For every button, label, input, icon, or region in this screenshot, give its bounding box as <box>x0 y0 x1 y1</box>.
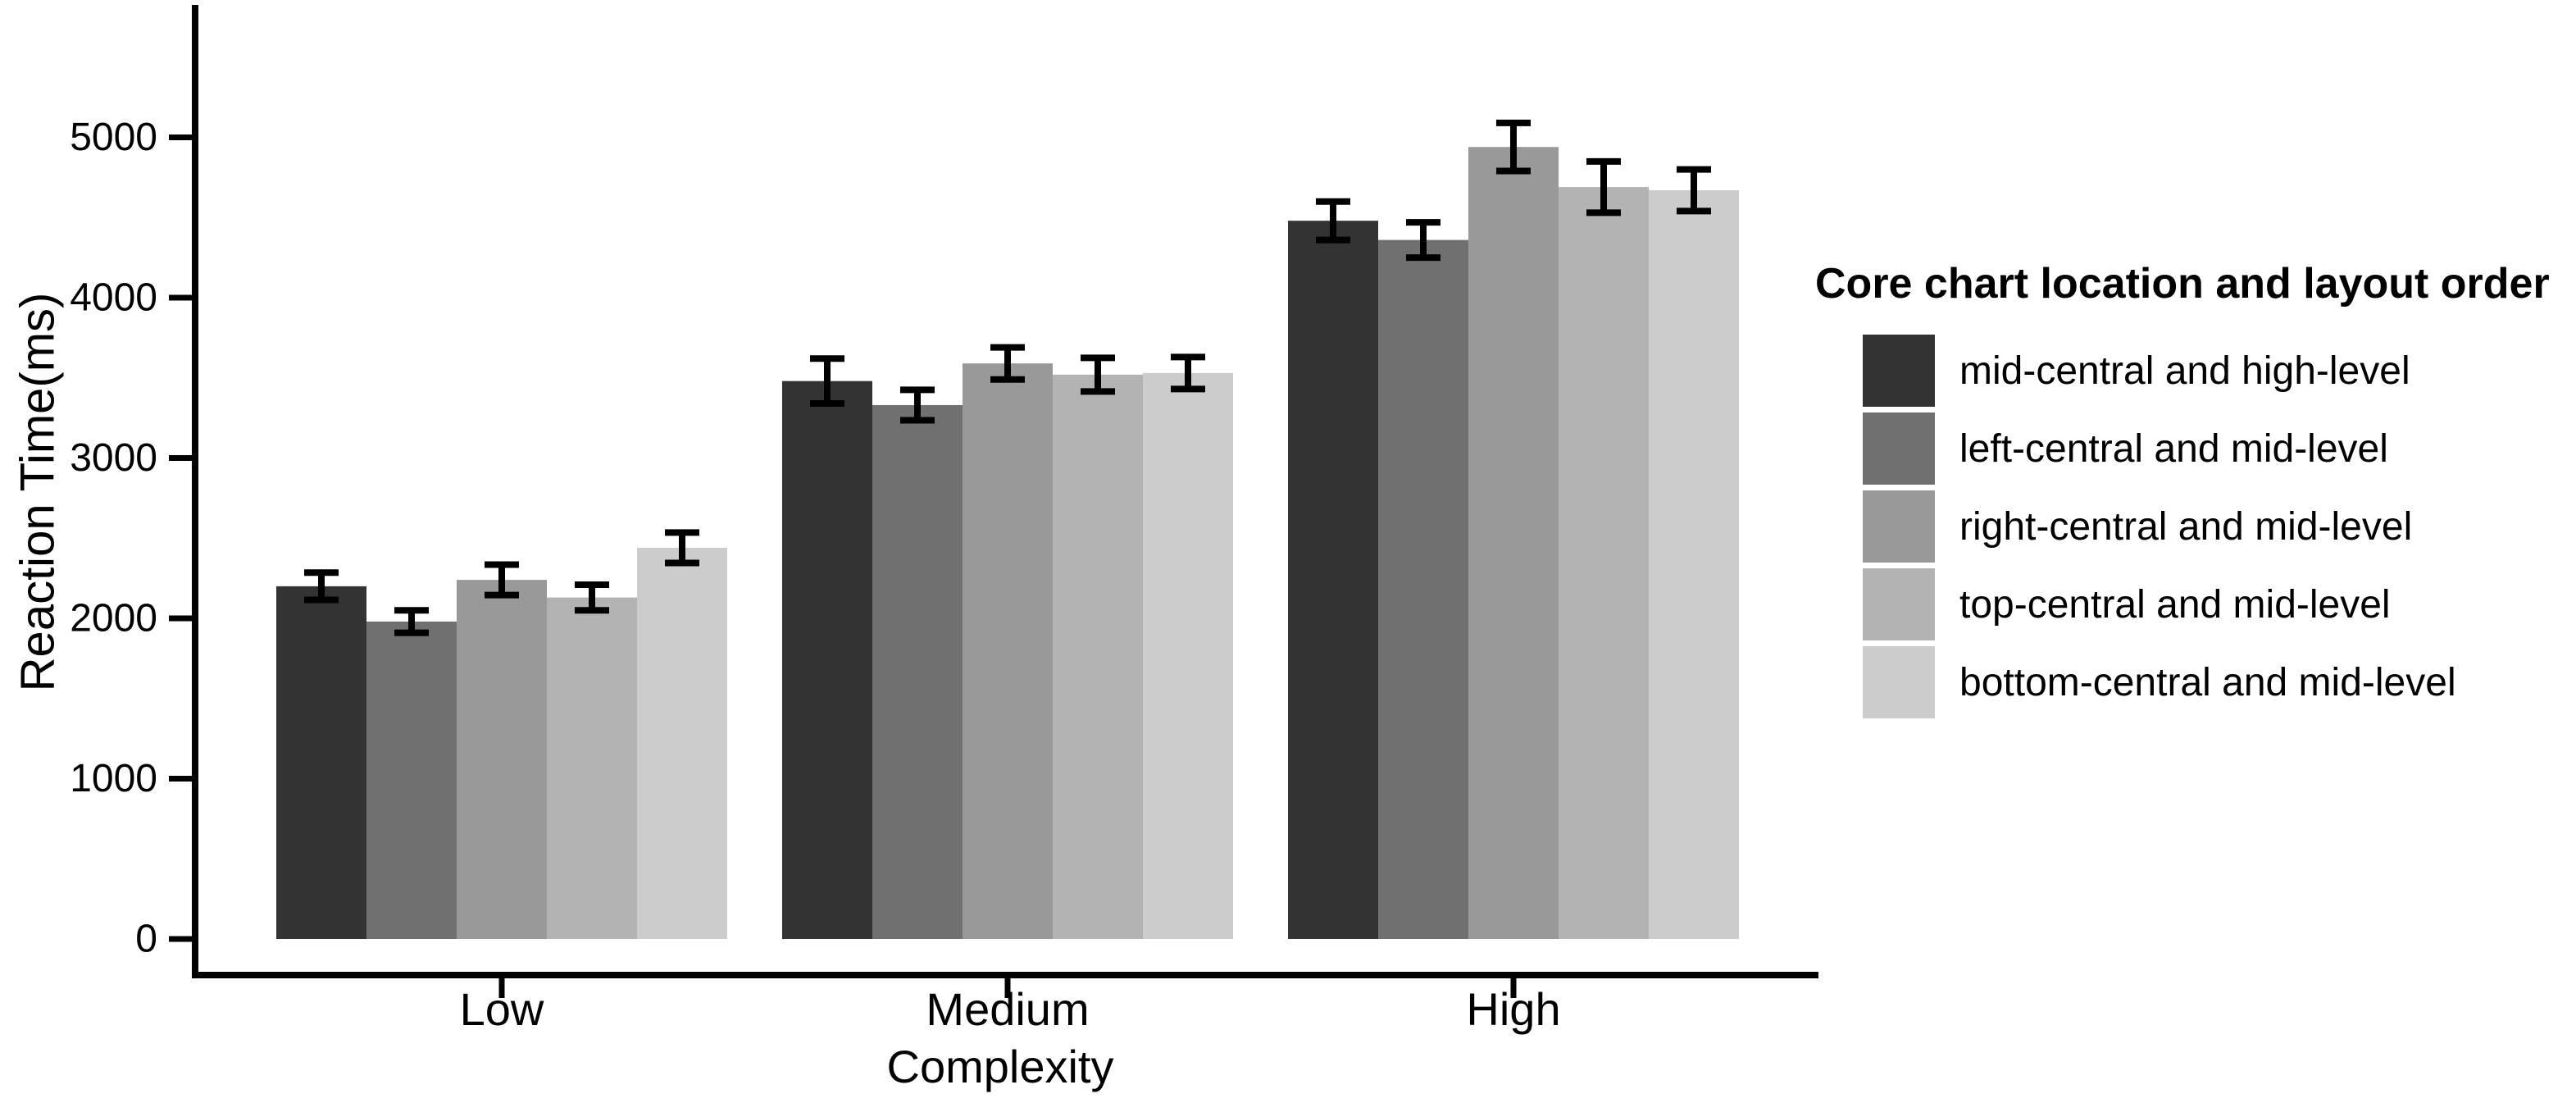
legend-item: left-central and mid-level <box>1863 412 2576 485</box>
y-tick-label: 0 <box>135 918 157 961</box>
bar-low-series-5 <box>637 547 727 939</box>
x-tick-label-medium: Medium <box>926 983 1090 1035</box>
legend: Core chart location and layout order mid… <box>1815 259 2576 724</box>
y-tick-label: 4000 <box>70 276 157 320</box>
y-tick-label: 2000 <box>70 597 157 640</box>
x-tick-label-low: Low <box>459 983 544 1035</box>
bar-medium-series-3 <box>963 363 1053 939</box>
legend-title: Core chart location and layout order <box>1815 260 2550 308</box>
bar-high-series-5 <box>1649 190 1739 939</box>
legend-label: mid-central and high-level <box>1959 349 2410 393</box>
legend-item: mid-central and high-level <box>1863 335 2576 407</box>
legend-swatch-left-central <box>1863 412 1935 485</box>
bar-low-series-3 <box>457 580 547 939</box>
legend-swatch-mid-central <box>1863 335 1935 407</box>
y-tick-label: 5000 <box>70 116 157 159</box>
legend-label: right-central and mid-level <box>1959 504 2413 549</box>
legend-item: bottom-central and mid-level <box>1863 646 2576 718</box>
legend-item: right-central and mid-level <box>1863 490 2576 563</box>
legend-swatch-top-central <box>1863 568 1935 640</box>
bar-high-series-1 <box>1288 221 1378 939</box>
bar-medium-series-1 <box>782 381 872 939</box>
bar-low-series-4 <box>547 597 637 939</box>
legend-label: top-central and mid-level <box>1959 582 2391 627</box>
x-axis-title: Complexity <box>886 1041 1114 1092</box>
bar-high-series-4 <box>1559 187 1649 940</box>
legend-label: left-central and mid-level <box>1959 426 2388 471</box>
y-axis-title: Reaction Time(ms) <box>11 292 65 692</box>
bar-medium-series-2 <box>872 404 963 939</box>
bar-low-series-1 <box>276 586 366 939</box>
legend-item: top-central and mid-level <box>1863 568 2576 640</box>
bar-low-series-2 <box>366 621 457 939</box>
legend-swatch-right-central <box>1863 490 1935 563</box>
bar-medium-series-4 <box>1053 374 1143 940</box>
bar-high-series-2 <box>1378 239 1468 939</box>
legend-swatch-bottom-central <box>1863 646 1935 718</box>
bar-high-series-3 <box>1468 147 1559 940</box>
bar-medium-series-5 <box>1143 372 1233 939</box>
y-tick-label: 3000 <box>70 436 157 480</box>
y-tick-label: 1000 <box>70 757 157 800</box>
x-tick-label-high: High <box>1466 983 1561 1035</box>
legend-label: bottom-central and mid-level <box>1959 660 2456 704</box>
